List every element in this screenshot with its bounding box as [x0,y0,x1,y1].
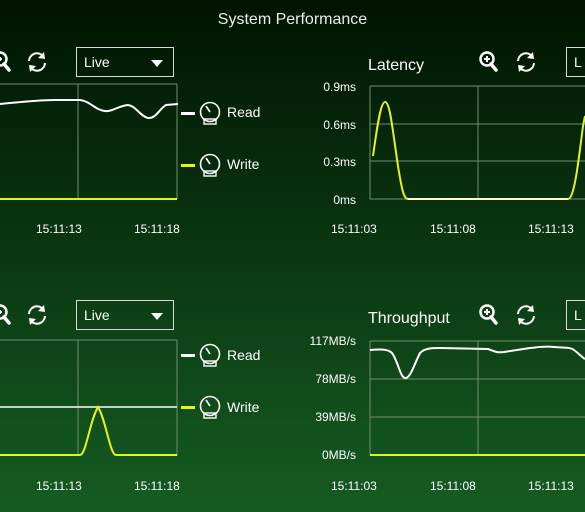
zoom-icon[interactable] [479,303,499,325]
x-tick-label: 15:11:03 [331,222,377,236]
x-tick-label: 15:11:13 [528,222,574,236]
gauge-icon [199,101,221,125]
x-tick-label: 15:11:08 [430,222,476,236]
throughput-panel-title: Throughput [368,310,450,327]
range-dropdown-value: Live [84,54,110,70]
latency-chart [369,85,585,200]
top-left-chart [0,83,179,200]
legend-swatch-write [181,164,195,167]
refresh-icon[interactable] [514,303,538,327]
range-dropdown-value: Live [84,307,110,323]
chevron-down-icon [151,60,163,67]
range-dropdown[interactable]: L [566,47,585,77]
chevron-down-icon [151,313,163,320]
legend-read-label: Read [227,104,261,120]
y-tick-label: 0ms [333,193,356,207]
legend-read-label: Read [227,347,261,363]
zoom-icon[interactable] [0,50,12,72]
read-series-line [0,99,179,120]
y-tick-label: 0MB/s [321,448,356,462]
zoom-icon[interactable] [0,303,12,325]
x-tick-label: 15:11:13 [36,479,82,493]
refresh-icon[interactable] [25,303,49,327]
y-tick-label: 78MB/s [315,372,356,386]
x-tick-label: 15:11:18 [134,222,180,236]
y-tick-label: 39MB/s [315,410,356,424]
y-tick-label: 0.6ms [323,118,356,132]
legend-write-label: Write [227,156,260,172]
legend-swatch-read [181,112,195,115]
range-dropdown-value: L [574,307,582,323]
latency-panel-title: Latency [368,57,425,74]
gauge-icon [199,395,221,419]
range-dropdown[interactable]: Live [76,47,174,77]
gauge-icon [199,343,221,367]
legend-swatch-write [181,406,195,409]
page-title: System Performance [217,11,368,28]
gauge-icon [199,153,221,177]
write-series-line [0,405,177,456]
x-tick-label: 15:11:03 [331,479,377,493]
legend-write-label: Write [227,399,260,415]
latency-write-line [372,100,585,200]
y-tick-label: 117MB/s [309,334,356,348]
range-dropdown-value: L [574,54,582,70]
throughput-read-line [369,345,585,379]
throughput-chart [369,340,585,456]
range-dropdown[interactable]: Live [76,300,174,330]
x-tick-label: 15:11:08 [430,479,476,493]
x-tick-label: 15:11:18 [134,479,180,493]
x-tick-label: 15:11:13 [528,479,574,493]
refresh-icon[interactable] [25,50,49,74]
y-tick-label: 0.9ms [323,80,356,94]
range-dropdown[interactable]: L [566,300,585,330]
bottom-left-chart [0,339,178,456]
zoom-icon[interactable] [479,50,499,72]
refresh-icon[interactable] [514,50,538,74]
x-tick-label: 15:11:13 [36,222,82,236]
legend-swatch-read [181,354,195,357]
y-tick-label: 0.3ms [323,155,356,169]
